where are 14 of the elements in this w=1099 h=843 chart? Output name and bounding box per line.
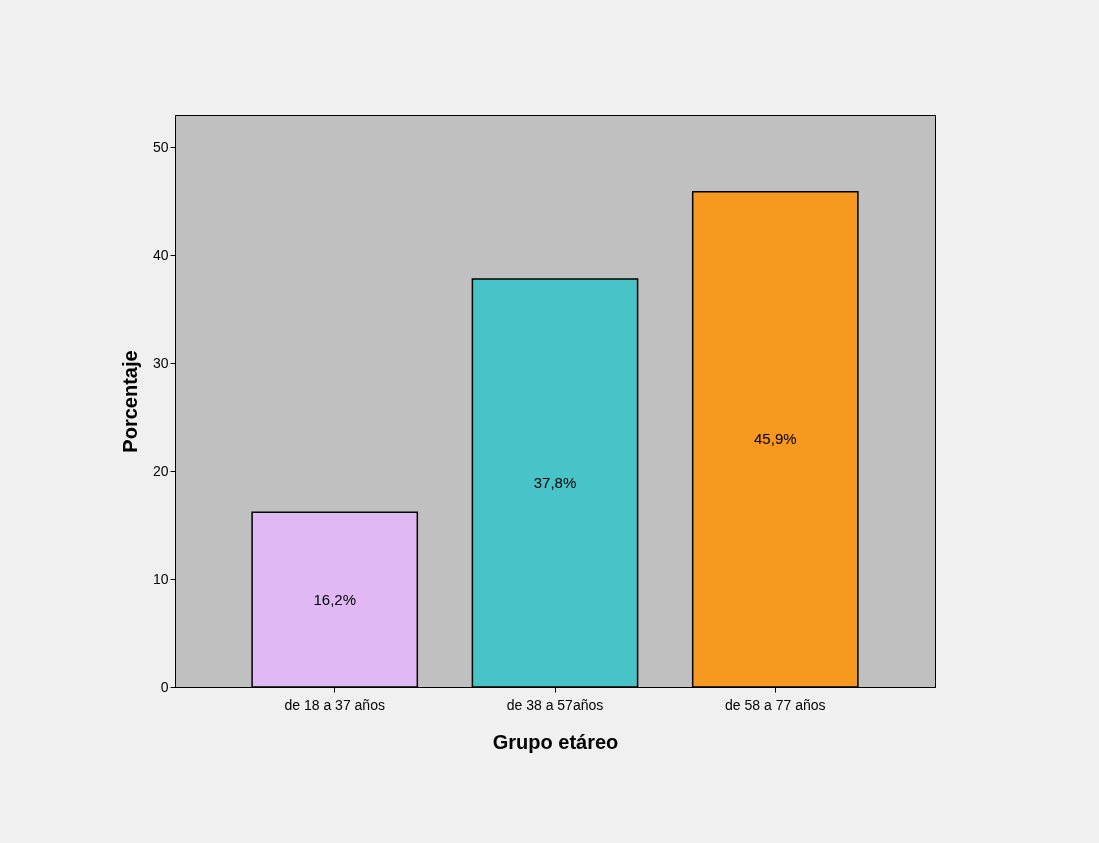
y-axis-title: Porcentaje — [118, 350, 141, 453]
data-label: 37,8% — [533, 474, 577, 492]
x-tick-label: de 38 a 57años — [506, 696, 604, 713]
data-label: 45,9% — [754, 430, 797, 448]
y-tick-label: 40 — [152, 246, 169, 263]
y-tick-label: 30 — [152, 354, 169, 371]
y-tick-label: 50 — [152, 138, 169, 155]
x-axis-title: Grupo etáreo — [492, 730, 619, 753]
x-tick-label: de 58 a 77 años — [725, 696, 826, 713]
y-tick-label: 0 — [160, 678, 169, 695]
y-tick-label: 10 — [152, 570, 169, 587]
data-label: 16,2% — [313, 590, 356, 608]
y-tick-label: 20 — [152, 462, 169, 479]
x-tick-label: de 18 a 37 años — [284, 696, 385, 713]
